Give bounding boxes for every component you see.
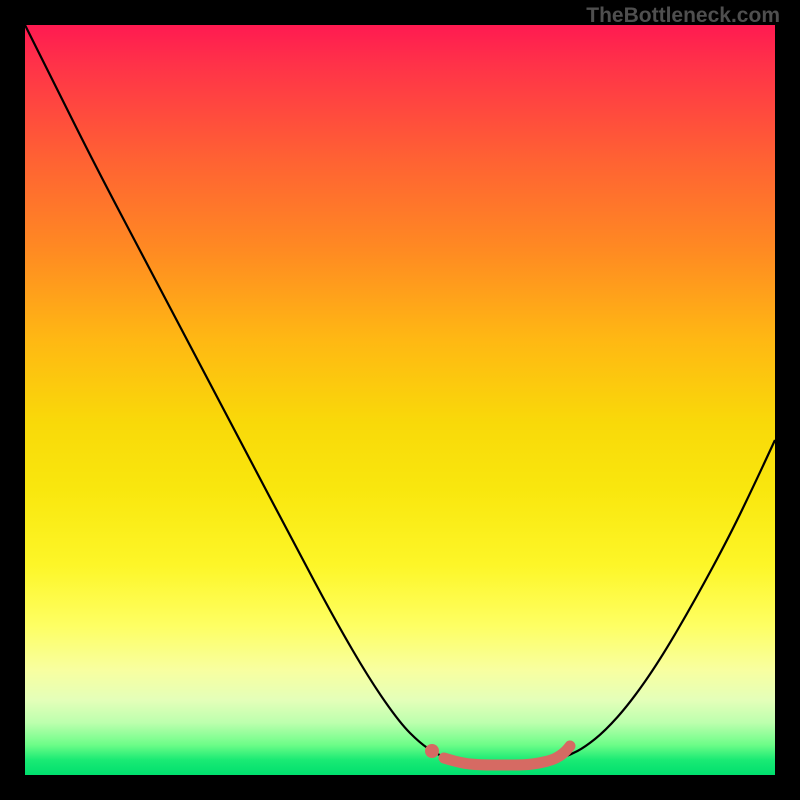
curve-layer <box>25 25 775 775</box>
highlight-segment <box>444 746 570 765</box>
plot-area <box>25 25 775 775</box>
highlight-dot <box>425 744 439 758</box>
bottleneck-curve <box>25 25 775 765</box>
chart-frame: TheBottleneck.com <box>0 0 800 800</box>
